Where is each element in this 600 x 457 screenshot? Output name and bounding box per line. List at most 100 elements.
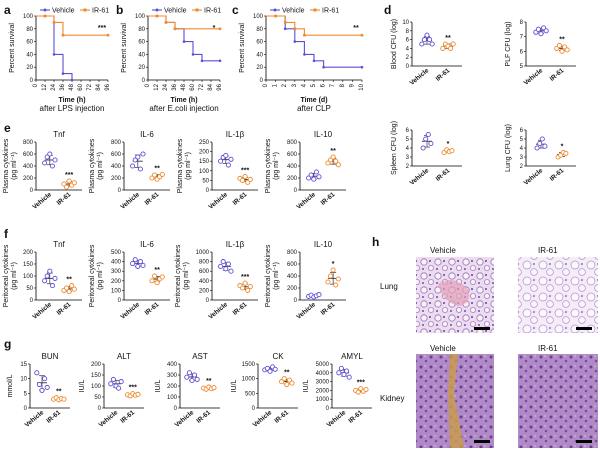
y-tick-label-g4: 0 (252, 406, 256, 412)
y-axis-label-unit-f1: (pg ml⁻¹) (11, 262, 18, 290)
x-group-label-g2: IR-61 (119, 409, 136, 425)
survival-line-a-Vehicle (36, 15, 73, 80)
data-point-e4 (308, 172, 314, 178)
data-point-e3 (228, 156, 234, 162)
y-tick-label-a: 100 (23, 14, 34, 20)
data-point-g5 (346, 374, 352, 380)
data-point-d1 (429, 41, 435, 47)
y-tick-label-e1: 600 (23, 152, 34, 158)
y-tick-label-e4: 400 (287, 164, 298, 170)
survival-line-c-IR-61 (266, 15, 362, 36)
survival-point-c (293, 40, 297, 43)
y-tick-label-a: 40 (26, 52, 33, 58)
data-point-e1 (52, 157, 58, 163)
data-point-e1 (47, 151, 53, 157)
data-point-f1 (44, 273, 50, 279)
data-point-g1 (42, 376, 48, 382)
y-tick-label-f3: 200 (199, 288, 210, 294)
panel-letter-b: b (116, 3, 123, 17)
y-tick-label-d2: 8 (520, 20, 524, 26)
x-tick-label-c: 2 (282, 83, 288, 87)
y-axis-label-f3: Peritoneal cytokines (175, 244, 182, 307)
data-point-e1 (42, 160, 48, 166)
data-point-d2 (535, 26, 541, 32)
x-tick-label-a: 84 (96, 83, 102, 90)
significance-f4: * (332, 261, 335, 268)
histo-ir61-label-top: IR-61 (538, 246, 558, 255)
significance-g3: ** (206, 378, 212, 385)
survival-point-c (303, 33, 306, 37)
legend-marker-vehicle-b (155, 8, 159, 12)
histo-row-kidney-label: Kidney (380, 394, 405, 403)
x-group-label-e3: Vehicle (207, 191, 229, 211)
y-axis-label-d1: Blood CFU (log) (391, 19, 398, 69)
x-tick-label-c: 4 (301, 83, 307, 87)
data-point-d1 (427, 37, 433, 43)
survival-point-c (312, 59, 316, 63)
data-point-f3 (245, 287, 251, 293)
x-tick-label-c: 10 (359, 83, 365, 90)
y-tick-label-e3: 200 (199, 150, 210, 156)
x-tick-label-b: 96 (217, 83, 223, 90)
y-tick-label-a: 0 (30, 78, 34, 84)
y-tick-label-f2: 200 (111, 279, 122, 285)
legend-marker-vehicle-c (273, 8, 277, 12)
data-point-d4 (542, 143, 548, 149)
data-point-g5 (341, 372, 347, 378)
data-point-e3 (242, 174, 248, 180)
histo-vehicle-label-bottom: Vehicle (430, 344, 456, 353)
y-axis-label-unit-f4: (pg ml⁻¹) (273, 262, 280, 290)
data-point-g1 (44, 384, 50, 391)
survival-point-a (106, 33, 110, 37)
y-tick-label-g5: 2000 (316, 388, 330, 394)
chart-title-g5: AMYL (341, 352, 363, 361)
y-tick-label-b: 40 (138, 52, 145, 58)
significance-f3: *** (241, 274, 249, 281)
chart-title-g1: BUN (42, 352, 59, 361)
y-tick-label-d1: 6 (406, 38, 410, 44)
histology-images (416, 257, 598, 448)
y-tick-label-d1: 2 (406, 55, 410, 61)
data-point-e3 (218, 158, 224, 164)
y-tick-label-f1: 50 (26, 286, 33, 292)
data-point-f2 (151, 273, 158, 279)
y-tick-label-f4: 400 (287, 274, 298, 280)
data-point-e4 (330, 154, 336, 160)
y-tick-label-f4: 0 (294, 298, 298, 304)
x-group-label-f2: IR-61 (144, 301, 161, 317)
y-axis-label-unit-e3: (pg ml⁻¹) (185, 152, 192, 180)
chart-title-f1: Tnf (53, 240, 65, 249)
x-tick-label-c: 3 (292, 83, 298, 87)
y-tick-label-b: 60 (138, 40, 145, 46)
data-point-d1 (448, 45, 454, 51)
data-point-f3 (228, 268, 234, 274)
y-tick-label-f4: 800 (287, 250, 298, 256)
y-axis-label-g4: IU/L (231, 379, 238, 392)
data-point-f4 (316, 292, 322, 298)
data-point-f3 (242, 280, 248, 286)
data-point-e4 (313, 169, 319, 175)
x-tick-label-b: 48 (181, 83, 187, 90)
x-tick-label-c: 1 (273, 83, 279, 87)
data-point-f1 (66, 289, 72, 295)
data-point-g3 (194, 376, 200, 382)
y-tick-label-c: 40 (256, 52, 263, 58)
y-tick-label-e1: 800 (23, 140, 34, 146)
x-group-label-g4: IR-61 (273, 409, 290, 425)
chart-title-e1: Tnf (53, 130, 65, 139)
survival-point-c (303, 53, 306, 56)
x-tick-label-b: 36 (172, 83, 178, 90)
y-tick-label-f3: 1000 (196, 250, 210, 256)
y-tick-label-e3: 250 (199, 140, 210, 146)
data-point-f1 (63, 285, 70, 291)
data-point-g2 (116, 385, 122, 391)
data-point-e1 (71, 180, 77, 186)
x-tick-label-a: 60 (78, 83, 84, 90)
survival-point-a (52, 21, 56, 24)
y-tick-label-f3: 800 (199, 260, 210, 266)
y-tick-label-g2: 200 (91, 362, 102, 368)
legend-label-ir61-c: IR-61 (322, 8, 339, 15)
data-point-e2 (159, 171, 165, 177)
x-group-label-f4: Vehicle (295, 301, 317, 321)
